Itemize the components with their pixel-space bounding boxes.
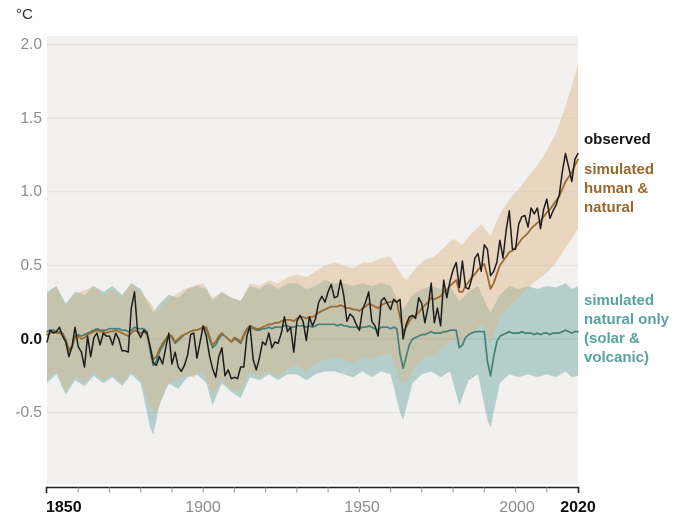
y-tick-0.5: 0.5 xyxy=(20,257,42,274)
legend-line: natural xyxy=(584,199,635,216)
legend-line: simulated xyxy=(584,292,655,309)
legend-line: human & xyxy=(584,180,649,197)
legend-simulated-natural-only: simulated natural only (solar & volcanic… xyxy=(584,291,684,367)
legend-line: natural only xyxy=(584,311,670,328)
x-tick-1850: 1850 xyxy=(46,499,82,516)
y-axis-unit-label: °C xyxy=(16,6,33,23)
legend-line: (solar & xyxy=(584,330,640,347)
legend-observed-label: observed xyxy=(584,131,651,148)
y-tick-1.5: 1.5 xyxy=(20,110,42,127)
legend-line: simulated xyxy=(584,161,655,178)
legend-observed: observed xyxy=(584,130,684,149)
y-tick--0.5: -0.5 xyxy=(15,404,42,421)
x-tick-1950: 1950 xyxy=(344,499,380,516)
x-tick-2020: 2020 xyxy=(560,499,596,516)
y-tick-2.0: 2.0 xyxy=(20,36,42,53)
y-tick-0.0: 0.0 xyxy=(20,331,42,348)
x-tick-2000: 2000 xyxy=(499,499,535,516)
legend-line: volcanic) xyxy=(584,349,650,366)
y-tick-1.0: 1.0 xyxy=(20,183,42,200)
legend-simulated-human-and-natural: simulated human & natural xyxy=(584,160,684,217)
x-tick-1900: 1900 xyxy=(185,499,221,516)
